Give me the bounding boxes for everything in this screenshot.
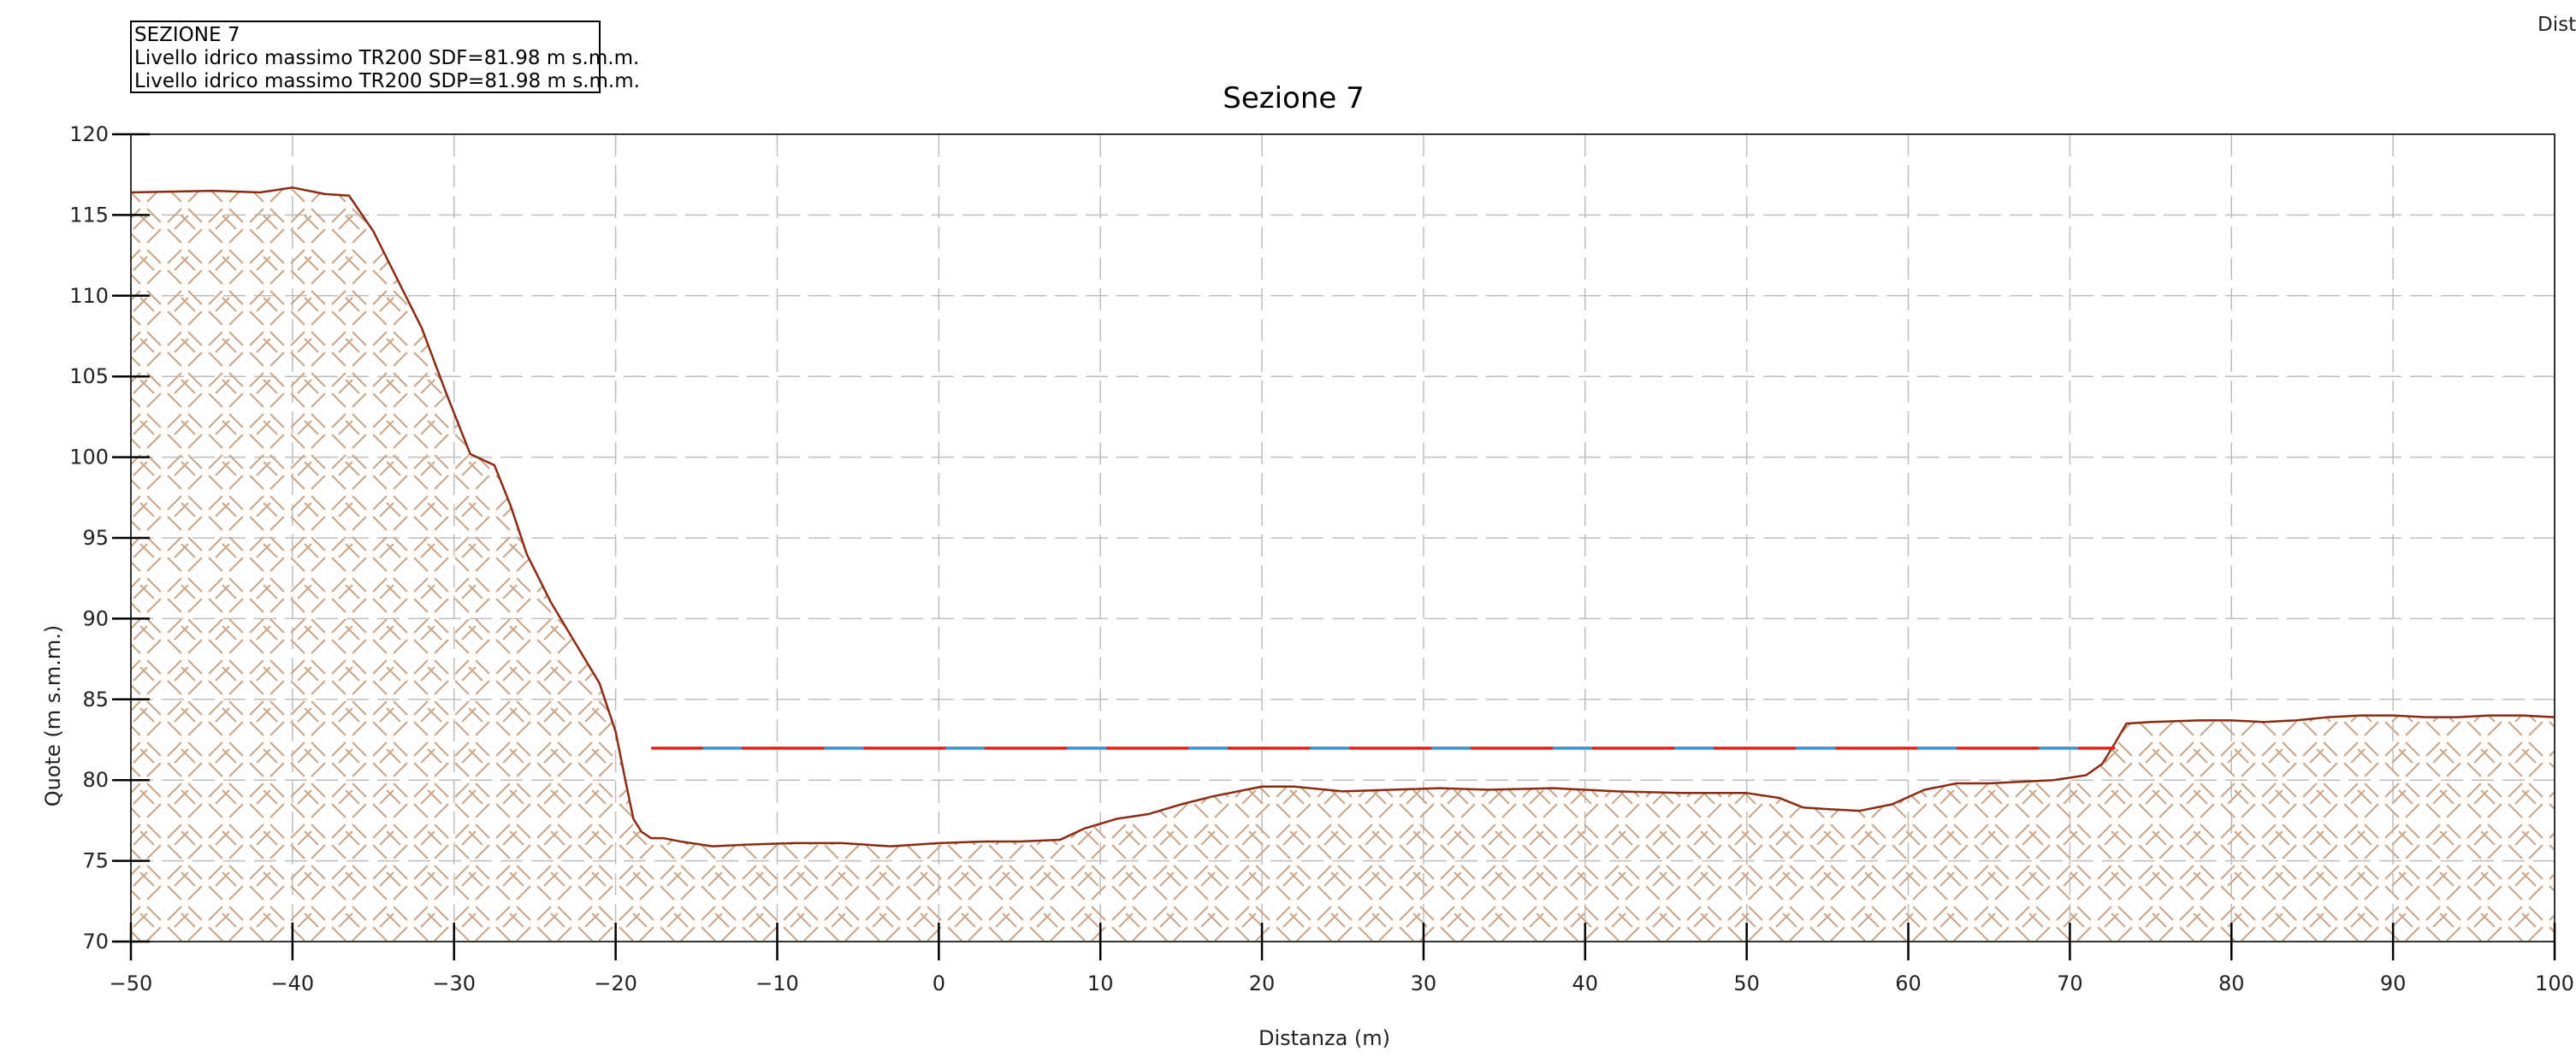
y-tick-label: 110 [69,284,109,308]
y-tick-label: 75 [82,849,109,873]
y-tick-label: 120 [69,122,109,146]
terrain-line [130,186,2555,847]
x-tick-label: −50 [110,971,153,995]
info-line-sdf: Livello idrico massimo TR200 SDF=81.98 m… [134,47,639,69]
x-tick-label: −20 [594,971,637,995]
x-tick-label: 40 [1572,971,1599,995]
x-tick-label: −30 [432,971,476,995]
x-tick-label: 90 [2380,971,2407,995]
y-axis-ticks: 70 75 80 85 90 95 100 105 110 115 120 [69,122,150,954]
x-tick-label: 80 [2218,971,2245,995]
info-line-title: SEZIONE 7 [134,24,240,46]
y-tick-label: 105 [69,364,109,388]
x-tick-label: 70 [2057,971,2083,995]
corner-label: Dista [2538,14,2576,36]
y-tick-label: 80 [82,768,109,792]
x-tick-label: 60 [1895,971,1922,995]
y-tick-label: 95 [82,526,109,550]
y-tick-label: 85 [82,688,109,712]
y-axis-label: Quote (m s.m.m.) [41,625,65,806]
x-tick-label: 20 [1249,971,1276,995]
x-tick-label: −10 [755,971,799,995]
terrain-fill [131,187,2555,942]
chart-title: Sezione 7 [1223,81,1365,115]
y-tick-label: 70 [82,930,109,954]
info-line-sdp: Livello idrico massimo TR200 SDP=81.98 m… [134,70,640,92]
x-tick-label: −40 [271,971,315,995]
x-tick-label: 10 [1087,971,1114,995]
x-tick-label: 30 [1411,971,1437,995]
info-box: SEZIONE 7 Livello idrico massimo TR200 S… [130,21,640,93]
terrain-profile [130,186,2555,942]
y-tick-label: 90 [82,606,109,630]
x-tick-label: 0 [933,971,945,995]
x-tick-label: 100 [2535,971,2574,995]
x-axis-label: Distanza (m) [1258,1026,1390,1050]
y-tick-label: 115 [69,203,109,227]
x-tick-label: 50 [1733,971,1760,995]
y-tick-label: 100 [69,446,109,469]
x-axis-ticks: −50 −40 −30 −20 −10 0 10 20 30 40 50 60 70 80 90 100 [110,923,2574,995]
info-box-frame [130,21,601,93]
